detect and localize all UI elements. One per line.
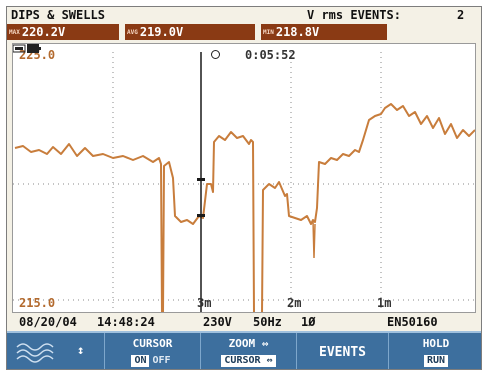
time-marker-1m: 1m [377,296,392,310]
softkey-events[interactable]: EVENTS [297,333,389,369]
phase-config: 1Ø [301,315,316,329]
trend-svg [13,52,475,312]
updown-arrow-icon: ↕ [77,343,85,357]
reading-tag: MIN [263,28,274,36]
grid [13,52,475,312]
wave-icon [16,343,54,363]
reading-tag: MAX [9,28,20,36]
time-marker-3m: 3m [197,296,212,310]
elapsed-timer: 0:05:52 [245,48,296,62]
status-line: 08/20/04 14:48:24 230V 50Hz 1Ø EN50160 [7,315,481,329]
cursor-on-option[interactable]: ON [131,355,150,367]
cursor-off-option[interactable]: OFF [152,355,171,366]
screen-title: DIPS & SWELLS [11,8,105,22]
events-count: 2 [457,8,465,22]
softkey-label: ZOOM ⇔ [228,337,269,350]
analyzer-screen: DIPS & SWELLS V rms EVENTS: 2 MAX 220.2V … [6,6,482,370]
readings-strip: MAX 220.2V AVG 219.0V MIN 218.8V [7,24,481,40]
events-label: V rms EVENTS: [307,8,401,22]
cursor-marker-bottom [197,214,205,217]
rms-trace [14,103,475,312]
y-axis-min-label: 215.0 [19,296,56,310]
cursor-toggle[interactable]: ON OFF [105,353,200,367]
softkey-label: EVENTS [319,345,366,360]
zoom-cursor-option[interactable]: CURSOR ⇔ [221,355,276,367]
reading-min: MIN 218.8V [261,24,387,40]
softkey-1[interactable]: ↕ [7,333,105,369]
reading-avg: AVG 219.0V [125,24,255,40]
softkey-label: HOLD [422,337,450,350]
reading-max: MAX 220.2V [7,24,119,40]
run-option[interactable]: RUN [423,355,449,367]
reading-value: 218.8V [275,25,320,39]
cursor-marker-top [197,178,205,181]
reading-value: 220.2V [21,25,66,39]
trace-spike [312,219,316,259]
header: DIPS & SWELLS V rms EVENTS: 2 [7,7,481,23]
softkey-hold-run[interactable]: HOLD RUN [389,333,481,369]
nominal-voltage: 230V [203,315,232,329]
standard-label: EN50160 [387,315,438,329]
softkey-zoom[interactable]: ZOOM ⇔ CURSOR ⇔ [201,333,297,369]
softkey-bar: ↕ CURSOR ON OFF ZOOM ⇔ CURSOR ⇔ EVENTS HO… [7,331,481,369]
softkey-label: CURSOR [132,337,173,350]
time: 14:48:24 [97,315,155,329]
softkey-cursor[interactable]: CURSOR ON OFF [105,333,201,369]
battery-icon [13,44,41,53]
reading-tag: AVG [127,28,138,36]
timer-icon [211,50,220,59]
date: 08/20/04 [19,315,77,329]
reading-value: 219.0V [139,25,184,39]
trend-plot[interactable]: 225.0 215.0 0:05:52 3m 2m 1m [12,43,476,313]
nominal-frequency: 50Hz [253,315,282,329]
time-marker-2m: 2m [287,296,302,310]
